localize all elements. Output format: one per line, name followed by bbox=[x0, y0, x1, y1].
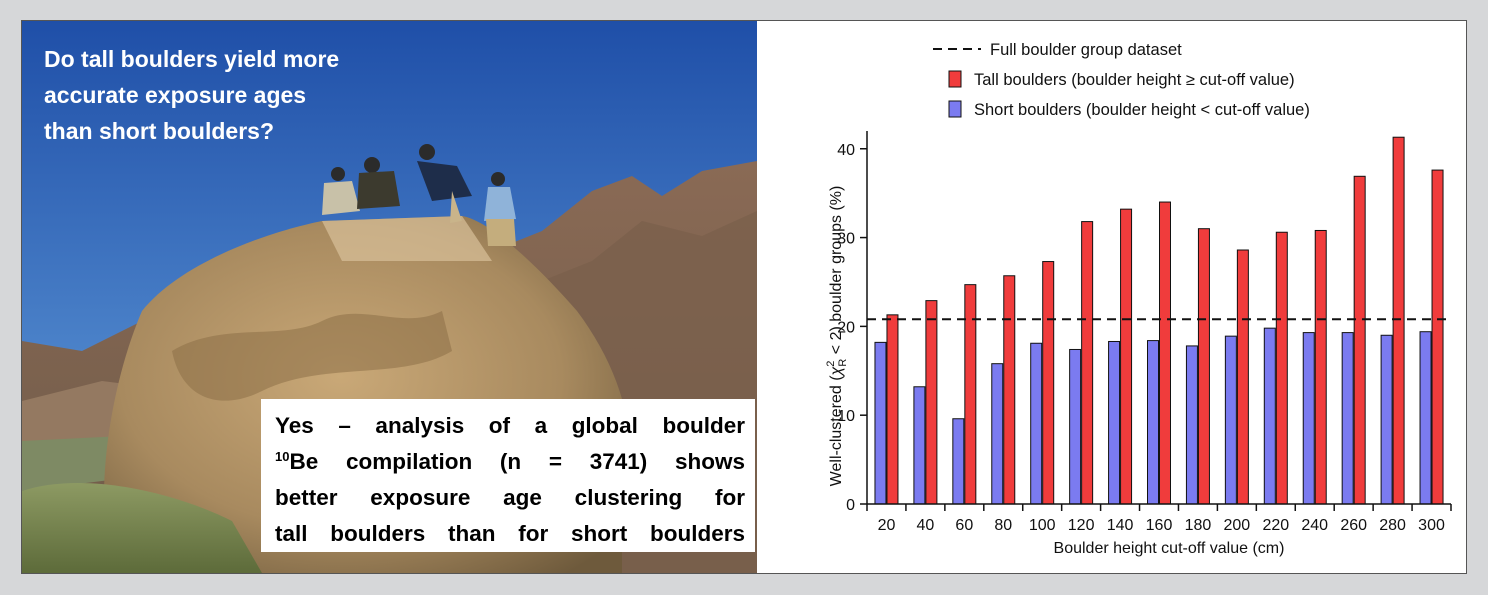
x-tick-label-280: 280 bbox=[1379, 517, 1406, 534]
x-tick-label-140: 140 bbox=[1107, 517, 1134, 534]
bar-tall-200 bbox=[1236, 249, 1249, 505]
bar-tall-140 bbox=[1120, 208, 1133, 505]
y-axis-label-pre: Well-clustered ( bbox=[828, 375, 845, 487]
x-tick-label-200: 200 bbox=[1224, 517, 1251, 534]
x-tick-label-120: 120 bbox=[1068, 517, 1095, 534]
bar-tall-80 bbox=[1003, 275, 1016, 505]
answer-line-4: tall boulders than for short boulders bbox=[275, 521, 745, 546]
bar-tall-20 bbox=[886, 314, 899, 505]
isotope-superscript: 10 bbox=[275, 449, 290, 464]
bar-chart-panel: Full boulder group dataset Tall boulders… bbox=[757, 21, 1466, 573]
y-axis-label-post: < 2) boulder groups (%) bbox=[828, 186, 845, 359]
y-axis-label-sub: R bbox=[837, 359, 849, 367]
bar-tall-160 bbox=[1159, 201, 1171, 505]
y-tick-label-30: 30 bbox=[837, 231, 855, 248]
question-text: Do tall boulders yield more accurate exp… bbox=[44, 46, 340, 144]
bar-short-60 bbox=[952, 418, 965, 505]
answer-line-1: Yes – analysis of a global boulder bbox=[275, 413, 745, 438]
plot-area: 0 10 20 30 40 20 40 60 80 100 120 140 160 180 200 220 24… bbox=[837, 131, 1452, 534]
bar-short-100 bbox=[1030, 342, 1043, 505]
bar-tall-300 bbox=[1431, 169, 1444, 505]
x-tick-label-220: 220 bbox=[1262, 517, 1289, 534]
bar-tall-40 bbox=[925, 300, 938, 505]
legend-label-short: Short boulders (boulder height < cut-off… bbox=[974, 101, 1310, 119]
x-axis-label: Boulder height cut-off value (cm) bbox=[1054, 540, 1285, 557]
y-tick-label-40: 40 bbox=[837, 142, 855, 159]
boulder-photo-panel: Do tall boulders yield more accurate exp… bbox=[22, 21, 757, 573]
bar-tall-180 bbox=[1197, 228, 1210, 505]
bar-short-120 bbox=[1069, 348, 1082, 505]
answer-line-2: 10Be compilation (n = 3741) shows bbox=[275, 444, 745, 480]
legend: Full boulder group dataset Tall boulders… bbox=[933, 41, 1310, 119]
x-tick-label-60: 60 bbox=[955, 517, 973, 534]
bar-short-20 bbox=[874, 341, 887, 505]
bar-short-240 bbox=[1302, 332, 1315, 505]
bar-short-300 bbox=[1419, 331, 1432, 505]
bar-tall-260 bbox=[1353, 175, 1366, 505]
bar-tall-100 bbox=[1042, 261, 1055, 505]
answer-line-3: better exposure age clustering for bbox=[275, 485, 745, 510]
figure-frame: Do tall boulders yield more accurate exp… bbox=[21, 20, 1467, 574]
legend-label-tall: Tall boulders (boulder height ≥ cut-off … bbox=[974, 71, 1295, 89]
bar-short-160 bbox=[1147, 340, 1159, 505]
y-axis-label-chi: χ bbox=[828, 366, 845, 377]
answer-box: Yes – analysis of a global boulder 10Be … bbox=[261, 399, 755, 552]
x-tick-label-240: 240 bbox=[1301, 517, 1328, 534]
x-tick-label-300: 300 bbox=[1418, 517, 1445, 534]
answer-line-2-text: Be compilation (n = 3741) shows bbox=[289, 449, 745, 474]
bar-short-260 bbox=[1341, 332, 1354, 505]
bar-short-140 bbox=[1108, 340, 1121, 505]
x-tick-label-180: 180 bbox=[1185, 517, 1212, 534]
x-tick-label-100: 100 bbox=[1029, 517, 1056, 534]
y-axis-label-sup: 2 bbox=[825, 361, 837, 367]
bar-short-80 bbox=[991, 363, 1004, 505]
legend-short-swatch bbox=[948, 100, 962, 118]
legend-tall-swatch bbox=[948, 70, 962, 88]
bar-short-200 bbox=[1224, 335, 1237, 505]
bar-short-280 bbox=[1380, 334, 1393, 505]
bar-short-220 bbox=[1263, 327, 1276, 505]
bar-short-180 bbox=[1185, 345, 1198, 505]
bar-tall-120 bbox=[1081, 221, 1094, 505]
y-tick-label-10: 10 bbox=[837, 408, 855, 425]
x-tick-label-260: 260 bbox=[1340, 517, 1367, 534]
bar-tall-60 bbox=[964, 284, 977, 505]
bar-tall-280 bbox=[1392, 136, 1405, 505]
x-tick-label-40: 40 bbox=[917, 517, 935, 534]
bar-tall-220 bbox=[1275, 231, 1288, 505]
bar-tall-240 bbox=[1314, 229, 1327, 505]
legend-label-full: Full boulder group dataset bbox=[990, 41, 1182, 59]
bar-short-40 bbox=[913, 386, 926, 505]
bar-chart: Full boulder group dataset Tall boulders… bbox=[825, 41, 1452, 557]
y-axis-label: Well-clustered (χ2R < 2) boulder groups … bbox=[825, 186, 849, 487]
x-tick-label-20: 20 bbox=[878, 517, 896, 534]
y-tick-label-20: 20 bbox=[837, 319, 855, 336]
x-tick-label-80: 80 bbox=[994, 517, 1012, 534]
x-tick-label-160: 160 bbox=[1146, 517, 1173, 534]
y-tick-label-0: 0 bbox=[846, 497, 855, 514]
